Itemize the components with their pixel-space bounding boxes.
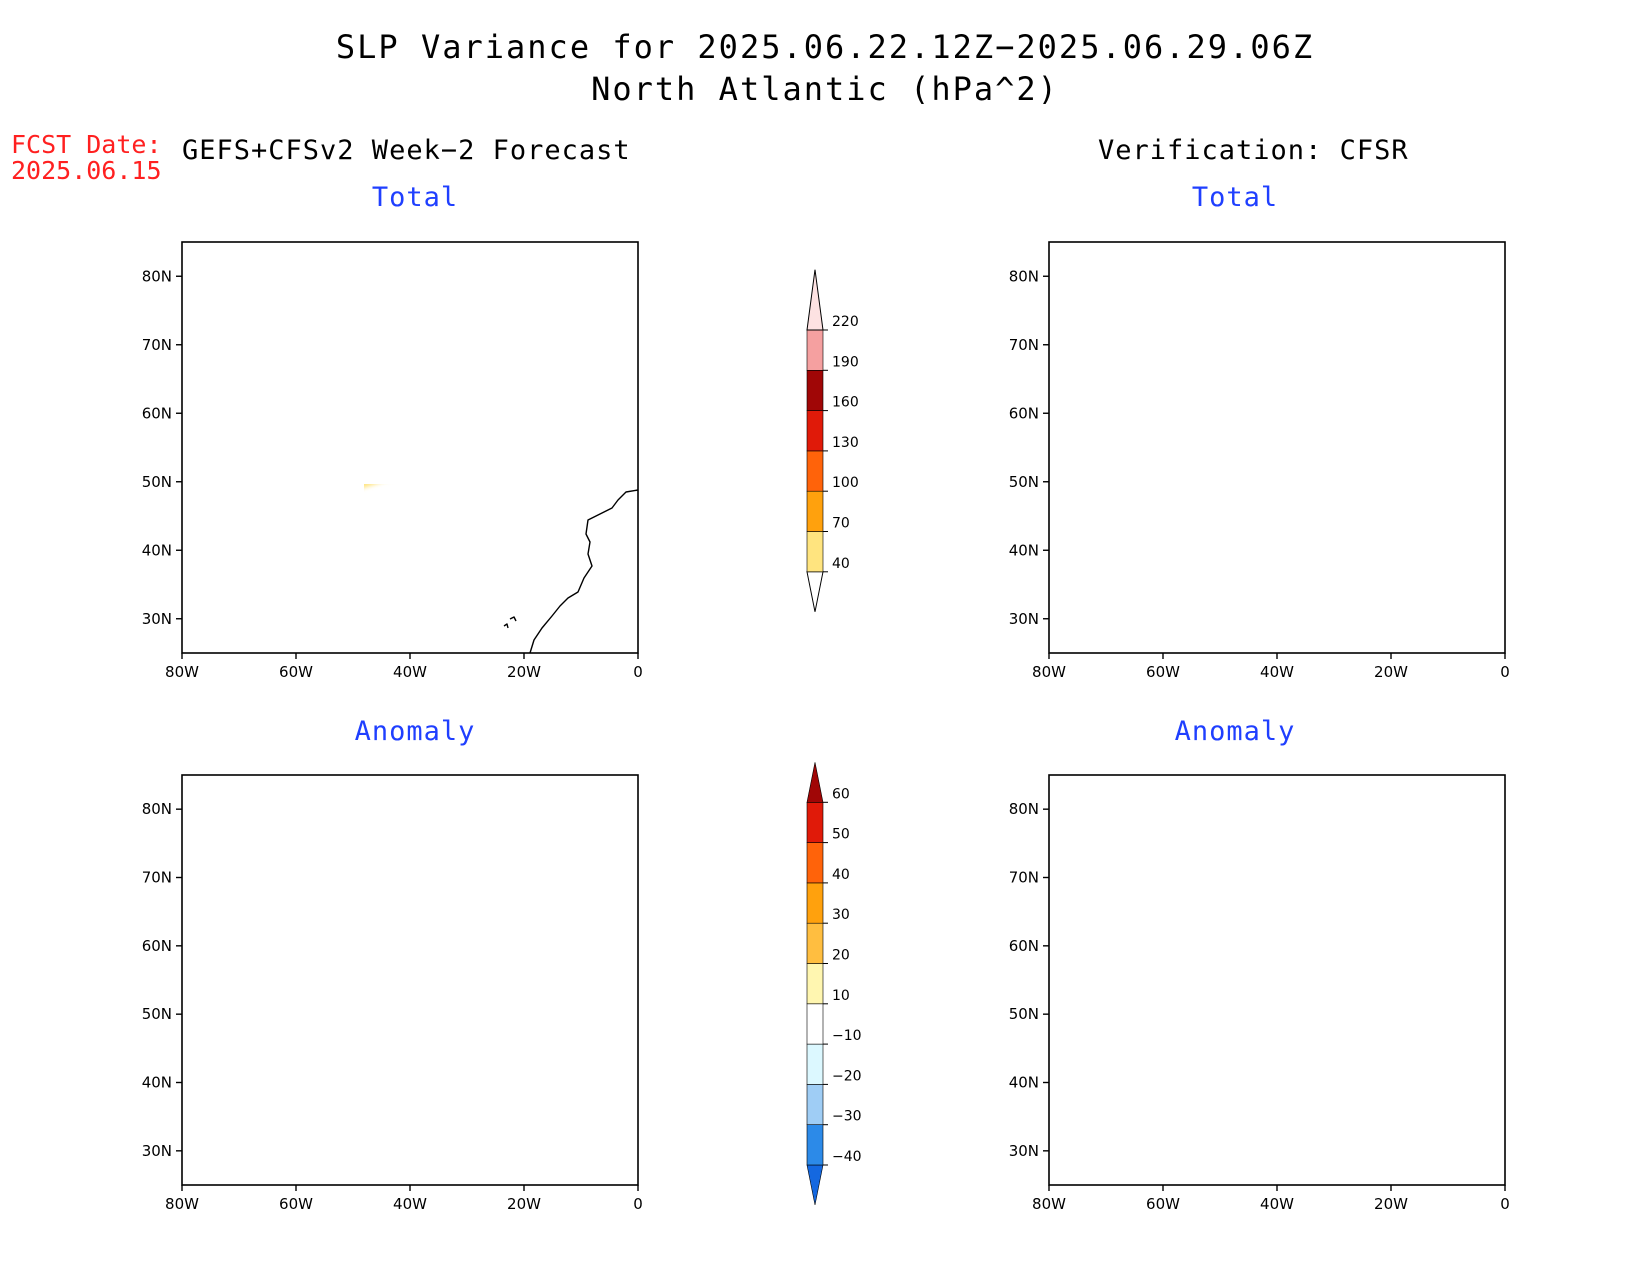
forecast-column-title: GEFS+CFSv2 Week−2 Forecast: [182, 135, 631, 166]
colorbar-anomaly-label: 50: [832, 827, 850, 843]
forecast-total-lon-label: 80W: [165, 663, 199, 681]
verification-total-lat-label: 70N: [1009, 336, 1039, 354]
verification-total-lon-label: 80W: [1032, 663, 1066, 681]
forecast-total-lat-label: 40N: [142, 541, 172, 559]
colorbar-total-segment: [806, 369, 824, 411]
verification-total-lat-label: 40N: [1009, 541, 1039, 559]
verification-total-lon-label: 20W: [1374, 663, 1408, 681]
colorbar-anomaly-label: −20: [832, 1068, 862, 1084]
verification-anomaly-lat-label: 40N: [1009, 1074, 1039, 1092]
chart-title-line1: SLP Variance for 2025.06.22.12Z−2025.06.…: [335, 28, 1315, 66]
colorbar-anomaly: −40 −30 −20 −10 10 20 30 40 50 60: [806, 762, 862, 1206]
colorbar-total-low-end: [806, 571, 824, 612]
verification-total-lat-label: 50N: [1009, 473, 1039, 491]
chart-title-line2: North Atlantic (hPa^2): [591, 70, 1059, 108]
colorbar-anomaly-segment: [806, 882, 824, 924]
colorbar-total-label: 190: [832, 354, 859, 370]
colorbar-total-label: 160: [832, 395, 859, 411]
colorbar-anomaly-label: 10: [832, 988, 850, 1004]
verification-anomaly-lat-label: 60N: [1009, 937, 1039, 955]
verification-total-lat-label: 80N: [1009, 267, 1039, 285]
colorbar-anomaly-label: 20: [832, 948, 850, 964]
verification-anomaly-map: [1048, 774, 1506, 1186]
colorbar-anomaly-segment: [806, 1084, 824, 1126]
forecast-total-lon-label: 20W: [507, 663, 541, 681]
verification-anomaly-lat-label: 80N: [1009, 800, 1039, 818]
colorbar-anomaly-label: −40: [832, 1149, 862, 1165]
colorbar-total: 40 70 100 130 160 190 220: [806, 269, 859, 612]
verification-anomaly-lat-label: 70N: [1009, 869, 1039, 887]
forecast-anomaly-lon-label: 80W: [165, 1195, 199, 1213]
forecast-anomaly-lat-label: 60N: [142, 937, 172, 955]
forecast-total-lon-label: 60W: [279, 663, 313, 681]
verification-anomaly-lat-label: 30N: [1009, 1142, 1039, 1160]
colorbar-anomaly-low-end: [806, 1164, 824, 1206]
forecast-total-lat-label: 70N: [142, 336, 172, 354]
verification-anomaly-lon-label: 20W: [1374, 1195, 1408, 1213]
verification-total-lon-label: 40W: [1260, 663, 1294, 681]
verification-anomaly-lon-label: 40W: [1260, 1195, 1294, 1213]
colorbar-total-high-end: [806, 269, 824, 331]
colorbar-total-label: 130: [832, 435, 859, 451]
colorbar-anomaly-high-end: [806, 762, 824, 803]
forecast-anomaly-map: [181, 774, 639, 1186]
colorbar-anomaly-segment: [806, 963, 824, 1005]
colorbar-anomaly-label: 40: [832, 867, 850, 883]
forecast-total-title: Total: [371, 182, 459, 213]
colorbar-total-segment: [806, 450, 824, 492]
colorbar-total-segment: [806, 490, 824, 532]
forecast-total-lon-label: 40W: [393, 663, 427, 681]
colorbar-anomaly-segment: [806, 1003, 824, 1045]
verification-anomaly-title: Anomaly: [1174, 716, 1296, 747]
axes-layer: 30N 40N 50N 60N 70N 80N 80W 60W 40W 20W 0 30N 40N 50N…: [142, 267, 1510, 1213]
fcst-date-label: FCST Date:: [11, 130, 162, 159]
forecast-anomaly-lat-label: 80N: [142, 800, 172, 818]
verification-anomaly-lon-label: 60W: [1146, 1195, 1180, 1213]
forecast-anomaly-lon-label: 60W: [279, 1195, 313, 1213]
colorbar-total-label: 100: [832, 475, 859, 491]
colorbar-total-segment: [806, 410, 824, 452]
forecast-total-lat-label: 30N: [142, 610, 172, 628]
verification-anomaly-lat-label: 50N: [1009, 1005, 1039, 1023]
verification-total-map: [1048, 241, 1506, 654]
colorbar-anomaly-label: −10: [832, 1028, 862, 1044]
colorbar-anomaly-label: −30: [832, 1109, 862, 1125]
colorbar-total-label: 70: [832, 516, 850, 532]
colorbar-anomaly-segment: [806, 842, 824, 884]
forecast-total-lat-label: 80N: [142, 267, 172, 285]
verification-total-lat-label: 30N: [1009, 610, 1039, 628]
colorbar-anomaly-segment: [806, 922, 824, 964]
fcst-date-value: 2025.06.15: [11, 156, 162, 185]
forecast-anomaly-lon-label: 20W: [507, 1195, 541, 1213]
forecast-total-lat-label: 60N: [142, 404, 172, 422]
verification-total-title: Total: [1191, 182, 1279, 213]
colorbar-anomaly-segment: [806, 1043, 824, 1085]
forecast-total-lon-label: 0: [633, 663, 643, 681]
colorbar-anomaly-label: 60: [832, 786, 850, 802]
forecast-anomaly-lon-label: 0: [633, 1195, 643, 1213]
forecast-anomaly-lat-label: 50N: [142, 1005, 172, 1023]
forecast-anomaly-lat-label: 70N: [142, 869, 172, 887]
colorbar-anomaly-label: 30: [832, 907, 850, 923]
verification-anomaly-lon-label: 80W: [1032, 1195, 1066, 1213]
colorbar-total-label: 220: [832, 314, 859, 330]
forecast-anomaly-lon-label: 40W: [393, 1195, 427, 1213]
colorbar-total-label: 40: [832, 556, 850, 572]
forecast-anomaly-title: Anomaly: [354, 716, 476, 747]
forecast-total-lat-label: 50N: [142, 473, 172, 491]
colorbar-total-segment: [806, 531, 824, 573]
forecast-anomaly-lat-label: 40N: [142, 1074, 172, 1092]
forecast-anomaly-lat-label: 30N: [142, 1142, 172, 1160]
forecast-total-map: [181, 241, 639, 654]
colorbar-anomaly-segment: [806, 801, 824, 843]
verification-total-lat-label: 60N: [1009, 404, 1039, 422]
verification-column-title: Verification: CFSR: [1098, 135, 1409, 166]
colorbar-total-segment: [806, 329, 824, 371]
forecast-total-band-40: [364, 484, 376, 488]
verification-total-lon-label: 60W: [1146, 663, 1180, 681]
verification-total-lon-label: 0: [1500, 663, 1510, 681]
colorbar-anomaly-segment: [806, 1124, 824, 1166]
verification-anomaly-lon-label: 0: [1500, 1195, 1510, 1213]
